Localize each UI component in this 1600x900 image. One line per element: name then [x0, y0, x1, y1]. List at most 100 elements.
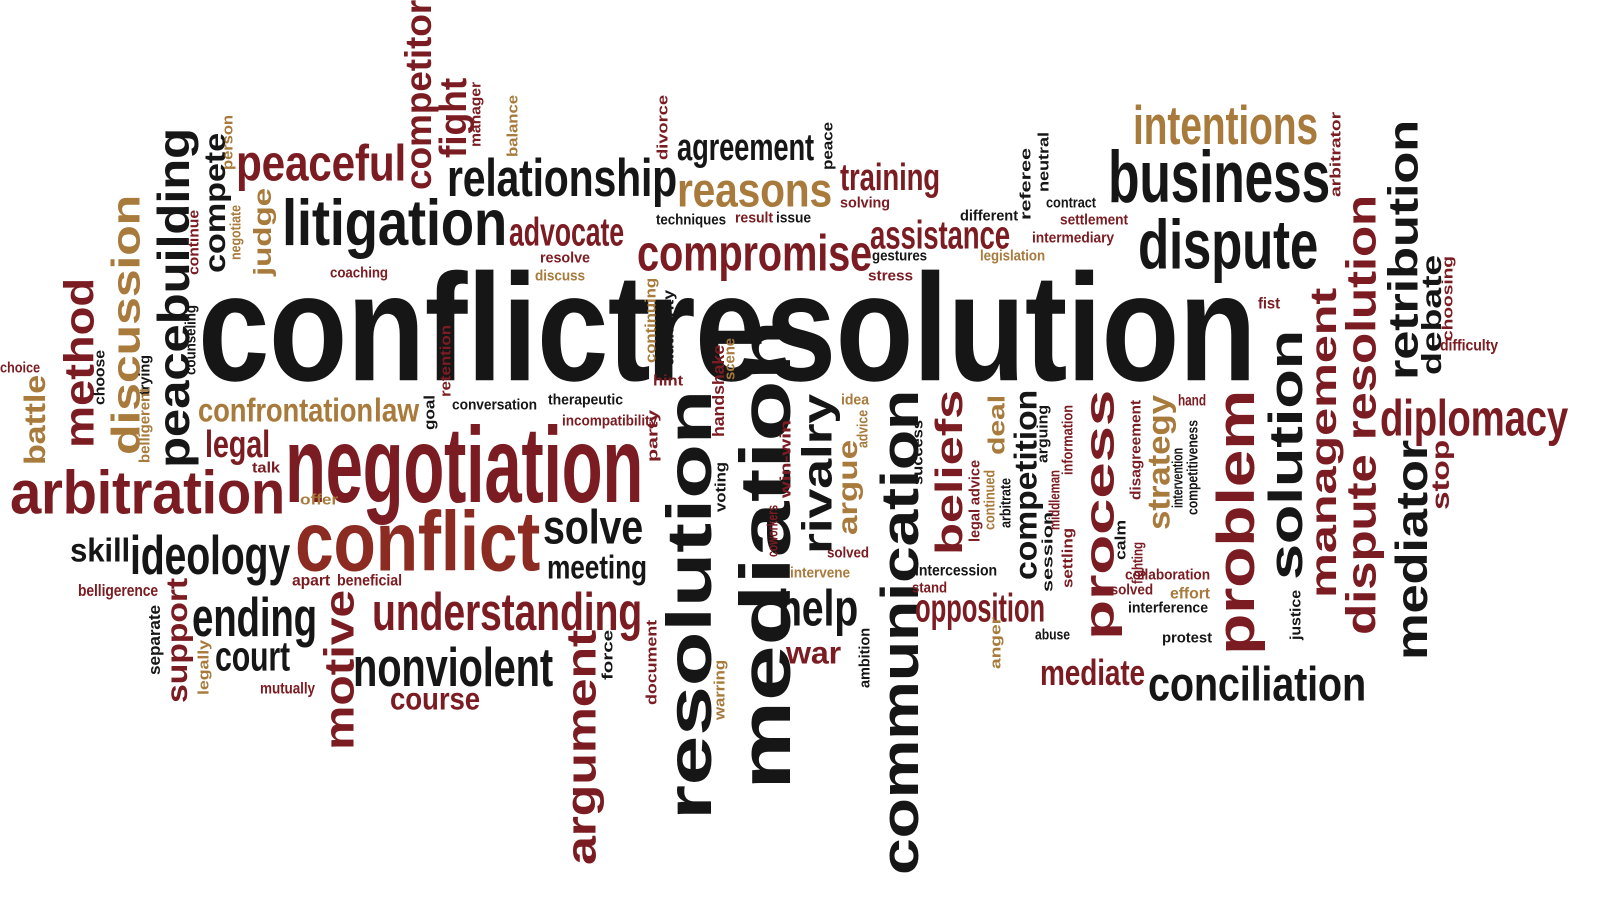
- word-help: help: [778, 579, 858, 637]
- word-gestures: gestures: [872, 247, 927, 264]
- word-conciliation: conciliation: [1148, 657, 1366, 712]
- word-problem: problem: [1206, 390, 1266, 655]
- word-legislation: legislation: [980, 247, 1045, 264]
- word-continued: continued: [981, 470, 998, 530]
- word-arbitration: arbitration: [10, 458, 285, 527]
- word-idea: idea: [841, 391, 869, 408]
- word-law: law: [374, 390, 419, 429]
- word-divorce: divorce: [654, 95, 671, 160]
- word-training: training: [840, 155, 940, 199]
- word-beliefs: beliefs: [927, 390, 971, 555]
- word-stop: stop: [1426, 440, 1455, 510]
- word-conversation: conversation: [452, 396, 537, 413]
- word-course: course: [390, 681, 480, 717]
- word-person: person: [219, 115, 236, 170]
- word-ending: ending: [192, 586, 317, 649]
- word-negotiate: negotiate: [227, 205, 244, 260]
- word-legal: legal: [205, 422, 270, 466]
- word-mediate: mediate: [1040, 652, 1145, 693]
- word-belligerence: belligerence: [78, 580, 158, 600]
- word-mutually: mutually: [260, 679, 315, 697]
- word-peace: peace: [819, 122, 836, 170]
- word-negotiation: negotiation: [285, 405, 643, 526]
- word-argue: argue: [832, 440, 864, 535]
- word-reasons: reasons: [677, 163, 832, 218]
- word-abuse: abuse: [1035, 626, 1070, 643]
- word-arguing: arguing: [1034, 405, 1051, 463]
- word-scene: scene: [721, 338, 738, 380]
- word-compromise: compromise: [637, 224, 872, 282]
- word-relationship: relationship: [447, 148, 677, 208]
- word-court: court: [215, 632, 290, 680]
- word-stress: stress: [868, 267, 913, 284]
- word-referee: referee: [1017, 148, 1034, 220]
- word-competitiveness: competitiveness: [1184, 420, 1201, 515]
- word-calm: calm: [1112, 520, 1129, 560]
- word-protest: protest: [1162, 629, 1212, 646]
- word-justice: justice: [1287, 590, 1304, 640]
- word-apart: apart: [292, 571, 330, 589]
- word-arbitrate: arbitrate: [997, 478, 1014, 528]
- word-hand: hand: [1178, 391, 1206, 409]
- word-win-win: win-win: [777, 420, 794, 498]
- word-diplomacy: diplomacy: [1380, 389, 1568, 447]
- word-conflict: conflict: [295, 494, 540, 590]
- word-balance: balance: [504, 95, 521, 157]
- word-success: success: [909, 420, 926, 485]
- word-manager: manager: [467, 82, 484, 147]
- word-solve: solve: [543, 500, 643, 555]
- word-advice: advice: [854, 410, 871, 448]
- word-counseling: counseling: [182, 305, 199, 375]
- word-choice: choice: [0, 359, 40, 376]
- word-deal: deal: [983, 395, 1010, 455]
- word-anger: anger: [987, 617, 1004, 669]
- word-peaceful: peaceful: [236, 134, 406, 192]
- word-judge: judge: [248, 188, 277, 276]
- word-dispute-resolution: dispute resolution: [1337, 195, 1385, 635]
- word-neutral: neutral: [1035, 132, 1052, 192]
- word-hint: hint: [653, 372, 683, 389]
- word-solving: solving: [840, 194, 890, 211]
- word-choose: choose: [91, 350, 108, 405]
- word-business: business: [1108, 135, 1330, 219]
- word-coaching: coaching: [330, 264, 388, 281]
- word-techniques: techniques: [656, 211, 726, 228]
- word-stand: stand: [912, 579, 947, 596]
- word-disagreement: disagreement: [1127, 400, 1144, 500]
- word-fist: fist: [1258, 294, 1280, 312]
- word-intercession: intercession: [915, 561, 997, 579]
- word-litigation: litigation: [282, 186, 507, 260]
- word-interference: interference: [1128, 599, 1208, 616]
- word-choosing: choosing: [1439, 256, 1456, 341]
- word-document: document: [643, 620, 660, 705]
- word-process: process: [1075, 390, 1123, 640]
- word-force: force: [599, 630, 616, 680]
- word-difficulty: difficulty: [1440, 336, 1498, 354]
- word-ideology: ideology: [130, 524, 290, 587]
- word-warring: warring: [711, 660, 728, 720]
- word-intermediary: intermediary: [1032, 229, 1114, 246]
- word-voting: voting: [712, 462, 729, 512]
- word-collaboration: collaboration: [1125, 566, 1210, 583]
- word-arbitrator: arbitrator: [1327, 112, 1344, 197]
- word-contract: contract: [1046, 194, 1096, 211]
- word-party: party: [644, 410, 661, 462]
- word-advocate: advocate: [509, 209, 624, 255]
- word-understanding: understanding: [372, 582, 642, 642]
- word-argument: argument: [557, 630, 605, 865]
- word-information: information: [1059, 405, 1076, 475]
- word-continue: continue: [185, 210, 202, 275]
- word-issue: issue: [776, 209, 811, 226]
- word-effort: effort: [1170, 584, 1210, 602]
- word-discuss: discuss: [535, 267, 585, 284]
- word-meeting: meeting: [547, 547, 647, 586]
- word-legally: legally: [195, 640, 212, 695]
- word-legal-advice: legal advice: [966, 460, 983, 542]
- word-assistance: assistance: [870, 212, 1010, 258]
- word-coworkers: coworkers: [764, 505, 781, 557]
- word-opposition: opposition: [915, 585, 1045, 631]
- word-conflict: conflict: [198, 242, 651, 414]
- word-offer: offer: [300, 491, 338, 508]
- word-resolution: resolution: [646, 242, 1257, 414]
